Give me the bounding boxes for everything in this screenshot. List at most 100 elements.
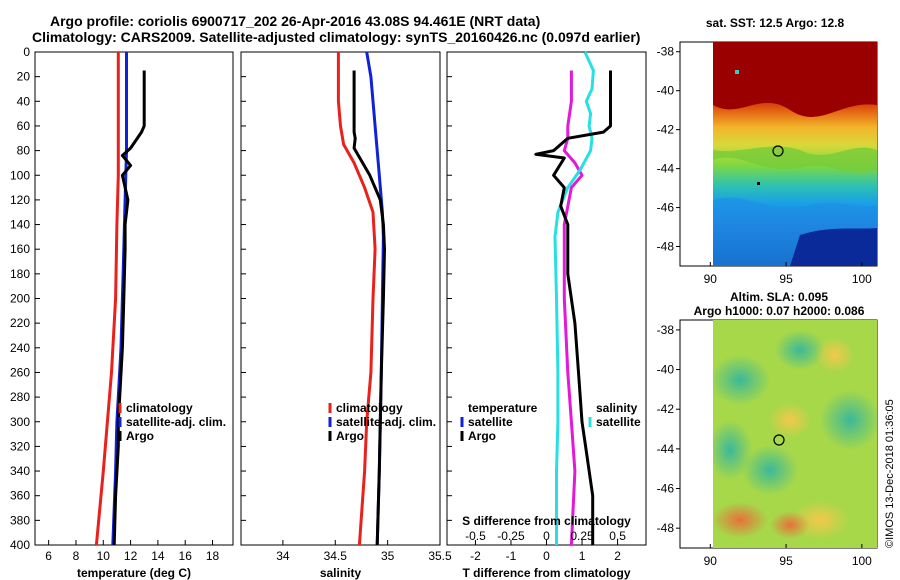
x-tick-label: 14 bbox=[151, 549, 165, 563]
difference-legend: temperaturesatelliteArgosalinitysatellit… bbox=[460, 401, 641, 443]
y-tick-label: 0 bbox=[23, 45, 30, 59]
y-tick-label: 180 bbox=[10, 267, 30, 281]
x-tick-label: 6 bbox=[45, 549, 52, 563]
lon-tick-label: 100 bbox=[852, 272, 872, 286]
x2-tick-label: -0.5 bbox=[465, 529, 486, 543]
legend-title-salinity: salinity bbox=[596, 401, 638, 415]
y-tick-label: 40 bbox=[17, 94, 31, 108]
depth-tick-labels: 0 20 40 60 80 100 120 140 160 180 200 220 240 260 280 3… bbox=[10, 45, 30, 552]
series-line-argo bbox=[112, 70, 146, 546]
series-line-argo-t-diff bbox=[534, 70, 612, 545]
sst-title: sat. SST: 12.5 Argo: 12.8 bbox=[706, 16, 845, 30]
x-ticks: 6 8 10 12 14 16 18 bbox=[35, 51, 220, 563]
x2-tick-label: 0.25 bbox=[570, 529, 594, 543]
legend-label: satellite bbox=[468, 415, 513, 429]
x-tick-label: -2 bbox=[470, 549, 481, 563]
y-tick-label: 280 bbox=[10, 390, 30, 404]
legend-label: satellite bbox=[596, 415, 641, 429]
y-tick-label: 80 bbox=[17, 144, 31, 158]
lon-tick-label: 95 bbox=[779, 272, 793, 286]
lat-tick-label: -38 bbox=[657, 323, 675, 337]
y-tick-label: 120 bbox=[10, 193, 30, 207]
legend-label: satellite-adj. clim. bbox=[126, 415, 226, 429]
x-tick-label: 35.5 bbox=[428, 549, 452, 563]
lat-tick-label: -48 bbox=[657, 521, 675, 535]
legend-label: satellite-adj. clim. bbox=[336, 415, 436, 429]
x-tick-label: 34.5 bbox=[324, 549, 348, 563]
sst-map bbox=[679, 41, 878, 267]
lon-tick-label: 90 bbox=[704, 272, 718, 286]
x-tick-label: 18 bbox=[206, 549, 220, 563]
y-tick-label: 220 bbox=[10, 316, 30, 330]
panel-temperature: 6 8 10 12 14 16 18 temperature (deg C) bbox=[34, 51, 234, 580]
y-tick-label: 340 bbox=[10, 464, 30, 478]
title-line-2: Climatology: CARS2009. Satellite-adjuste… bbox=[32, 29, 641, 45]
y-tick-label: 380 bbox=[10, 513, 30, 527]
y-tick-label: 60 bbox=[17, 119, 31, 133]
series-line-temperature-satellite bbox=[562, 70, 584, 546]
sla-map-axes: -38 -40 -42 -44 -46 -48 90 95 100 bbox=[657, 323, 873, 568]
x-tick-label: -1 bbox=[506, 549, 517, 563]
series-line-salinity-satellite bbox=[553, 51, 595, 545]
x-tick-label: 2 bbox=[614, 549, 621, 563]
lat-tick-label: -48 bbox=[657, 240, 675, 254]
lat-tick-label: -44 bbox=[657, 162, 675, 176]
sst-map-axes: -38 -40 -42 -44 -46 -48 90 95 100 bbox=[657, 45, 873, 286]
x2-axis-label: S difference from climatology bbox=[462, 514, 631, 528]
lat-tick-label: -44 bbox=[657, 442, 675, 456]
y-tick-label: 360 bbox=[10, 489, 30, 503]
x-tick-label: 34 bbox=[276, 549, 290, 563]
series-line-argo bbox=[352, 70, 386, 546]
legend-label: climatology bbox=[126, 401, 193, 415]
panel-difference-from-climatology: -2 -1 0 1 2 T difference from climatology bbox=[446, 51, 647, 580]
x2-tick-label: 0 bbox=[543, 529, 550, 543]
x-tick-label: 0 bbox=[543, 549, 550, 563]
y-tick-label: 20 bbox=[17, 70, 31, 84]
x-tick-label: 8 bbox=[73, 549, 80, 563]
x-ticks: 34 34.5 35 35.5 bbox=[241, 51, 452, 563]
lon-tick-label: 90 bbox=[704, 554, 718, 568]
legend-title-temperature: temperature bbox=[468, 401, 538, 415]
y-tick-label: 200 bbox=[10, 292, 30, 306]
sst-argo-marker bbox=[772, 145, 784, 157]
salinity-difference-axis: S difference from climatology-0.5 -0.25 0 0… bbox=[462, 514, 631, 543]
y-tick-label: 140 bbox=[10, 218, 30, 232]
x-axis-label: temperature (deg C) bbox=[77, 566, 191, 580]
y-tick-label: 240 bbox=[10, 341, 30, 355]
lat-tick-label: -40 bbox=[657, 84, 675, 98]
legend-label: Argo bbox=[126, 429, 154, 443]
sla-argo-marker bbox=[773, 434, 785, 446]
y-tick-label: 260 bbox=[10, 365, 30, 379]
sla-title-1: Altim. SLA: 0.095 bbox=[730, 290, 828, 304]
lat-tick-label: -38 bbox=[657, 45, 675, 59]
lat-tick-label: -40 bbox=[657, 363, 675, 377]
x2-tick-label: -0.25 bbox=[497, 529, 525, 543]
title-line-1: Argo profile: coriolis 6900717_202 26-Ap… bbox=[50, 13, 541, 29]
legend-label: climatology bbox=[336, 401, 403, 415]
x-ticks: -2 -1 0 1 2 bbox=[447, 51, 621, 563]
x-tick-label: 1 bbox=[579, 549, 586, 563]
series-line-climatology bbox=[94, 52, 120, 546]
x2-tick-label: 0.5 bbox=[609, 529, 626, 543]
x-axis-label: T difference from climatology bbox=[462, 566, 630, 580]
lat-tick-label: -46 bbox=[657, 482, 675, 496]
y-tick-label: 400 bbox=[10, 538, 30, 552]
x-tick-label: 16 bbox=[179, 549, 193, 563]
series-line-climatology bbox=[336, 52, 377, 546]
panel-frame bbox=[34, 51, 234, 546]
lat-tick-label: -42 bbox=[657, 123, 675, 137]
y-tick-label: 100 bbox=[10, 168, 30, 182]
legend-label: Argo bbox=[336, 429, 364, 443]
panel-salinity: 34 34.5 35 35.5 salinity bbox=[240, 51, 452, 580]
lat-tick-label: -46 bbox=[657, 201, 675, 215]
lon-tick-label: 100 bbox=[852, 554, 872, 568]
y-tick-label: 300 bbox=[10, 415, 30, 429]
panel-frame bbox=[446, 51, 647, 546]
x-axis-label: salinity bbox=[320, 566, 362, 580]
x-tick-label: 35 bbox=[381, 549, 395, 563]
x-tick-label: 10 bbox=[97, 549, 111, 563]
y-tick-label: 160 bbox=[10, 242, 30, 256]
